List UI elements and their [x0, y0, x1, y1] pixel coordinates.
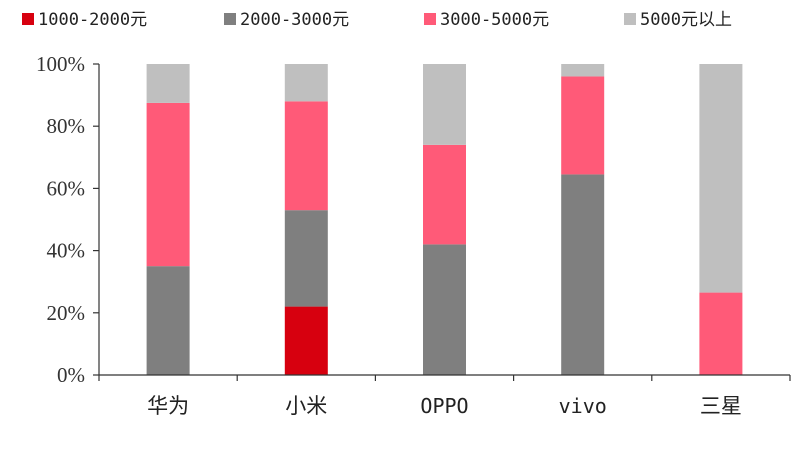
x-tick-label-2: 小米	[285, 394, 327, 418]
x-tick-label-1: 华为	[147, 394, 189, 418]
bar-segment-c1-s2	[146, 266, 190, 375]
legend-label-4: 5000元以上	[640, 10, 732, 30]
plot-area: 0% 20% 40% 60% 80% 100% 华为 小米 OPPO vivo 三星	[36, 52, 791, 418]
y-axis-ticks: 0% 20% 40% 60% 80% 100%	[36, 52, 99, 387]
legend-swatch-2	[224, 13, 236, 25]
bar-segment-c3-s2	[423, 244, 466, 375]
legend-swatch-4	[624, 13, 636, 25]
legend-swatch-1	[22, 13, 34, 25]
y-tick-label-3: 40%	[47, 239, 86, 263]
bar-segment-c1-s4	[146, 64, 190, 103]
y-tick-label-4: 60%	[47, 176, 86, 200]
y-tick-label-2: 20%	[47, 301, 86, 325]
bar-segment-c5-s4	[699, 64, 743, 293]
bar-segment-c2-s3	[284, 101, 328, 211]
bar-segment-c4-s4	[561, 64, 605, 77]
bar-segment-c1-s3	[146, 102, 190, 267]
legend-label-3: 3000-5000元	[440, 10, 549, 30]
bars	[146, 64, 743, 375]
bar-segment-c3-s3	[423, 144, 466, 245]
bar-segment-c2-s1	[284, 306, 328, 375]
bar-segment-c4-s2	[561, 174, 605, 375]
legend-label-1: 1000-2000元	[38, 10, 147, 30]
y-tick-label-1: 0%	[57, 363, 85, 387]
bar-segment-c4-s3	[561, 76, 605, 175]
x-tick-label-5: 三星	[700, 394, 742, 418]
bar-segment-c3-s4	[423, 64, 466, 145]
x-tick-label-3: OPPO	[420, 394, 468, 418]
x-axis-ticks: 华为 小米 OPPO vivo 三星	[98, 375, 791, 418]
bar-segment-c2-s2	[284, 210, 328, 307]
bar-segment-c5-s3	[699, 292, 743, 375]
legend: 1000-2000元 2000-3000元 3000-5000元 5000元以上	[22, 10, 732, 30]
bar-segment-c2-s4	[284, 64, 328, 102]
axes	[98, 64, 790, 376]
legend-label-2: 2000-3000元	[240, 10, 349, 30]
x-tick-label-4: vivo	[559, 394, 607, 418]
y-tick-label-6: 100%	[36, 52, 85, 76]
y-tick-label-5: 80%	[47, 114, 86, 138]
legend-swatch-3	[424, 13, 436, 25]
